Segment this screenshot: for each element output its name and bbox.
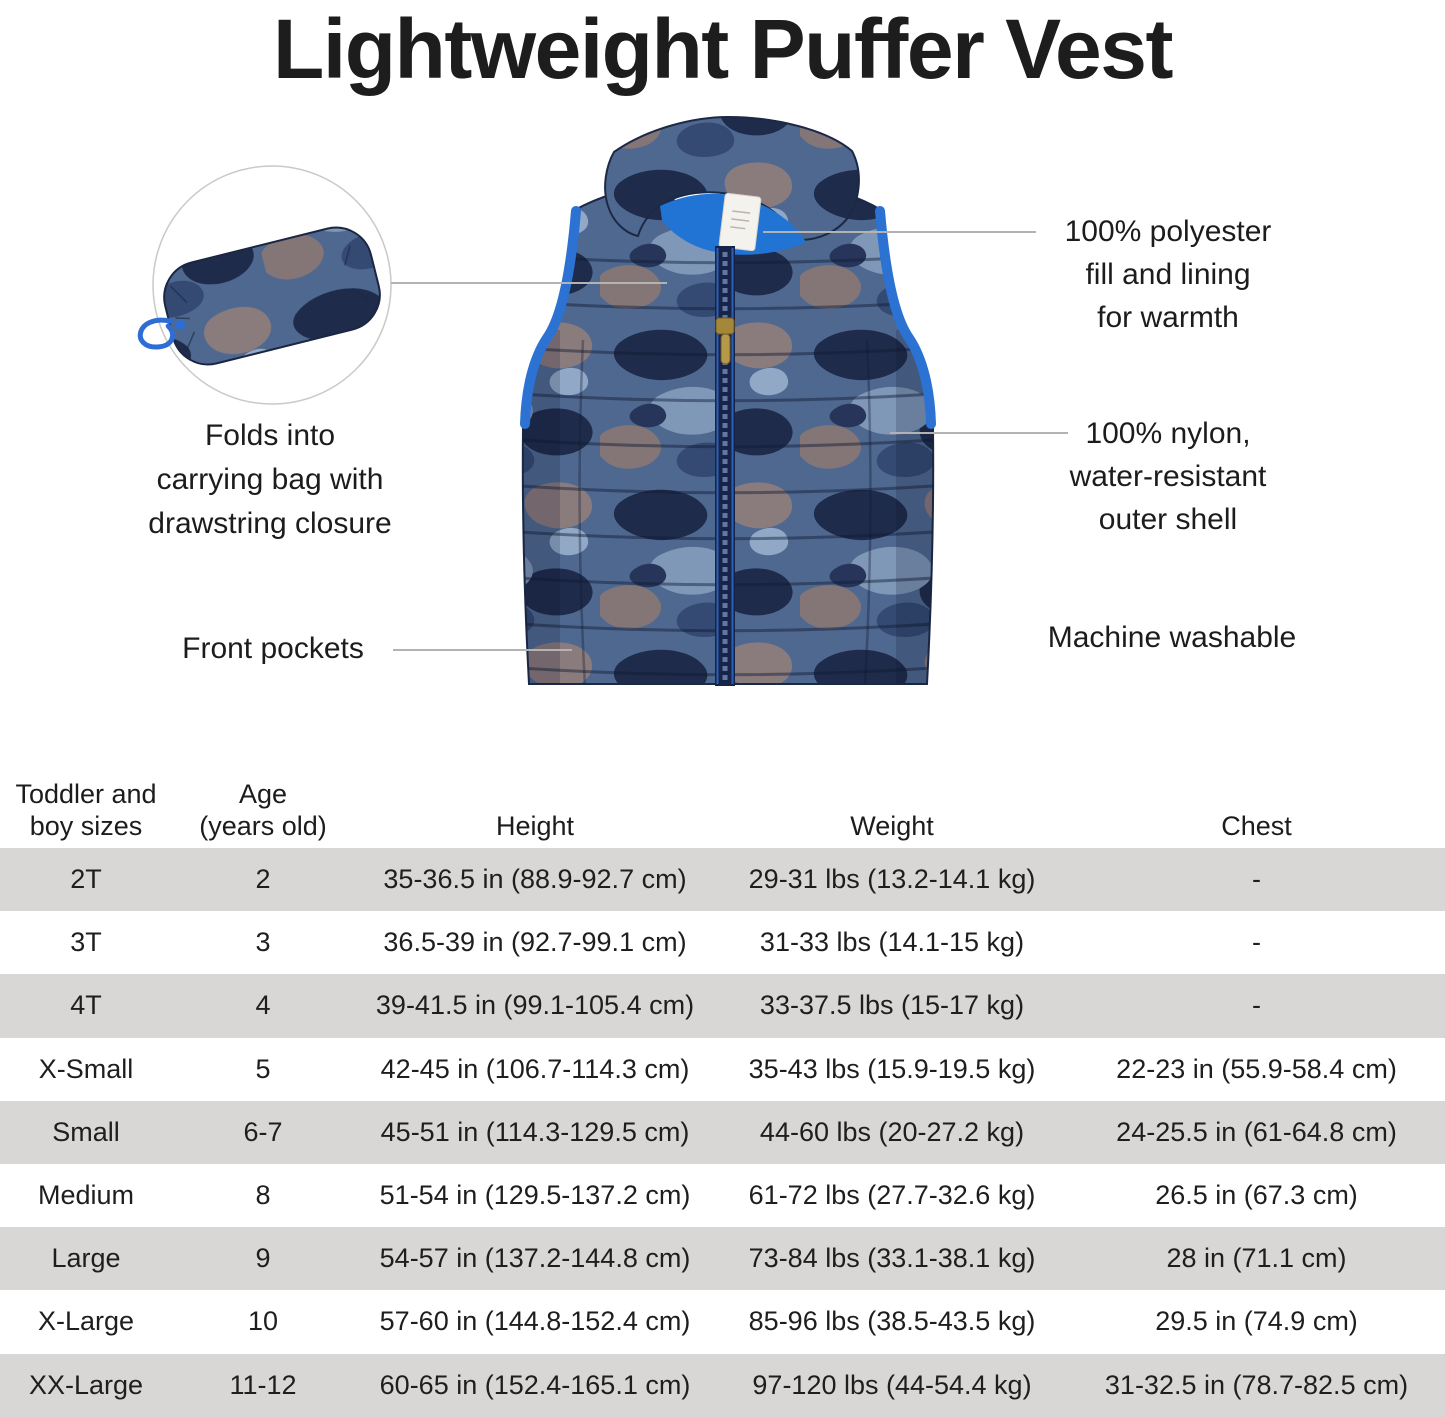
table-cell: 3T xyxy=(70,927,102,958)
table-cell: X-Small xyxy=(38,1053,134,1084)
table-cell: Medium xyxy=(37,1180,135,1211)
callout-front-pockets-text: Front pockets xyxy=(182,632,364,665)
table-cell: 51-54 in (129.5-137.2 cm) xyxy=(379,1180,691,1211)
table-cell: X-Large xyxy=(37,1306,135,1337)
table-cell: 9 xyxy=(255,1243,271,1274)
callout-machine-washable-text: Machine washable xyxy=(1047,621,1297,654)
table-cell: 35-36.5 in (88.9-92.7 cm) xyxy=(383,864,687,895)
table-cell: - xyxy=(1252,927,1261,958)
table-row: 2T 2 35-36.5 in (88.9-92.7 cm) 29-31 lbs (1… xyxy=(0,848,1445,912)
table-cell: 29.5 in (74.9 cm) xyxy=(1155,1306,1358,1337)
callout-nylon-line2: water-resistant xyxy=(1069,460,1267,493)
vest-shading xyxy=(523,330,933,684)
table-cell: 61-72 lbs (27.7-32.6 kg) xyxy=(748,1180,1036,1211)
table-cell: 8 xyxy=(255,1180,271,1211)
callout-front-pockets: Front pockets xyxy=(103,627,443,670)
table-cell: Small xyxy=(52,1116,120,1147)
callout-polyester: 100% polyester fill and lining for warmt… xyxy=(1000,210,1336,339)
table-cell: 31-32.5 in (78.7-82.5 cm) xyxy=(1104,1369,1409,1400)
callout-carrying-bag-line1: Folds into xyxy=(204,419,336,452)
table-cell: 4T xyxy=(70,990,102,1021)
header-cell: Chest xyxy=(1221,811,1292,841)
table-cell: 10 xyxy=(247,1306,279,1337)
size-table-header: Toddler and boy sizes Age (years old) Height… xyxy=(0,778,1445,848)
table-cell: 85-96 lbs (38.5-43.5 kg) xyxy=(748,1306,1036,1337)
product-illustration xyxy=(137,115,1068,686)
size-table: Toddler and boy sizes Age (years old) Height… xyxy=(0,778,1445,1417)
table-cell: 57-60 in (144.8-152.4 cm) xyxy=(379,1306,691,1337)
callout-nylon: 100% nylon, water-resistant outer shell xyxy=(1000,412,1336,541)
callout-carrying-bag-line2: carrying bag with xyxy=(156,463,384,496)
table-cell: 42-45 in (106.7-114.3 cm) xyxy=(380,1053,690,1084)
callout-carrying-bag-line3: drawstring closure xyxy=(148,507,392,540)
table-cell: 28 in (71.1 cm) xyxy=(1166,1243,1347,1274)
table-cell: - xyxy=(1252,990,1261,1021)
table-cell: 6-7 xyxy=(243,1116,283,1147)
size-table-body: 2T 2 35-36.5 in (88.9-92.7 cm) 29-31 lbs (1… xyxy=(0,848,1445,1417)
table-cell: 33-37.5 lbs (15-17 kg) xyxy=(759,990,1025,1021)
page-title: Lightweight Puffer Vest xyxy=(273,2,1173,96)
drawstring xyxy=(137,317,176,350)
table-cell: 5 xyxy=(255,1053,271,1084)
header-cell: Weight xyxy=(850,811,934,841)
table-cell: 39-41.5 in (99.1-105.4 cm) xyxy=(375,990,695,1021)
table-cell: 3 xyxy=(255,927,271,958)
table-row: Medium 8 51-54 in (129.5-137.2 cm) 61-72 lb… xyxy=(0,1163,1445,1228)
callout-carrying-bag: Folds into carrying bag with drawstring … xyxy=(70,414,470,546)
callout-nylon-line3: outer shell xyxy=(1098,503,1238,536)
table-cell: 26.5 in (67.3 cm) xyxy=(1155,1180,1358,1211)
zipper xyxy=(715,246,735,686)
carry-bag-photo xyxy=(137,226,381,366)
table-cell: - xyxy=(1252,864,1261,895)
callout-machine-washable: Machine washable xyxy=(972,616,1372,659)
table-row: XX-Large 11-12 60-65 in (152.4-165.1 cm) 97… xyxy=(0,1353,1445,1417)
puffer-vest-photo xyxy=(520,115,936,686)
table-cell: 2T xyxy=(70,864,102,895)
table-cell: 36.5-39 in (92.7-99.1 cm) xyxy=(383,927,687,958)
table-cell: XX-Large xyxy=(28,1369,144,1400)
table-cell: 35-43 lbs (15.9-19.5 kg) xyxy=(748,1053,1036,1084)
table-row: 4T 4 39-41.5 in (99.1-105.4 cm) 33-37.5 lbs… xyxy=(0,974,1445,1038)
left-armhole-trim xyxy=(520,206,581,429)
callout-lines xyxy=(391,231,1068,651)
table-cell: 44-60 lbs (20-27.2 kg) xyxy=(759,1116,1025,1147)
header-cell: Height xyxy=(495,811,575,841)
callout-nylon-line1: 100% nylon, xyxy=(1085,417,1251,450)
table-cell: 24-25.5 in (61-64.8 cm) xyxy=(1116,1116,1397,1147)
right-armhole-trim xyxy=(875,206,936,429)
zipper-pull xyxy=(720,333,731,365)
table-cell: 97-120 lbs (44-54.4 kg) xyxy=(752,1369,1032,1400)
table-cell: 4 xyxy=(255,990,271,1021)
brand-label-tag xyxy=(718,192,762,252)
callout-polyester-line2: fill and lining xyxy=(1085,258,1251,291)
zipper-slider xyxy=(715,317,735,335)
table-row: Large 9 54-57 in (137.2-144.8 cm) 73-84 lbs… xyxy=(0,1227,1445,1291)
table-cell: 60-65 in (152.4-165.1 cm) xyxy=(379,1369,691,1400)
table-row: X-Small 5 42-45 in (106.7-114.3 cm) 35-43 l… xyxy=(0,1037,1445,1101)
table-cell: 11-12 xyxy=(229,1369,297,1400)
carry-bag-inset xyxy=(137,165,392,405)
table-cell: 29-31 lbs (13.2-14.1 kg) xyxy=(748,864,1036,895)
table-row: 3T 3 36.5-39 in (92.7-99.1 cm) 31-33 lbs (1… xyxy=(0,911,1445,975)
table-cell: 73-84 lbs (33.1-38.1 kg) xyxy=(748,1243,1036,1274)
table-cell: 22-23 in (55.9-58.4 cm) xyxy=(1116,1053,1397,1084)
table-cell: 2 xyxy=(255,864,271,895)
table-cell: Large xyxy=(51,1243,121,1274)
header-cell: Age (years old) xyxy=(199,779,327,841)
table-cell: 54-57 in (137.2-144.8 cm) xyxy=(379,1243,691,1274)
table-cell: 31-33 lbs (14.1-15 kg) xyxy=(759,927,1025,958)
table-row: Small 6-7 45-51 in (114.3-129.5 cm) 44-60 l… xyxy=(0,1100,1445,1164)
table-cell: 45-51 in (114.3-129.5 cm) xyxy=(380,1116,690,1147)
header-cell: Toddler and boy sizes xyxy=(15,779,157,841)
callout-polyester-line3: for warmth xyxy=(1097,301,1239,334)
table-row: X-Large 10 57-60 in (144.8-152.4 cm) 85-96 … xyxy=(0,1290,1445,1354)
callout-polyester-line1: 100% polyester xyxy=(1064,215,1272,248)
